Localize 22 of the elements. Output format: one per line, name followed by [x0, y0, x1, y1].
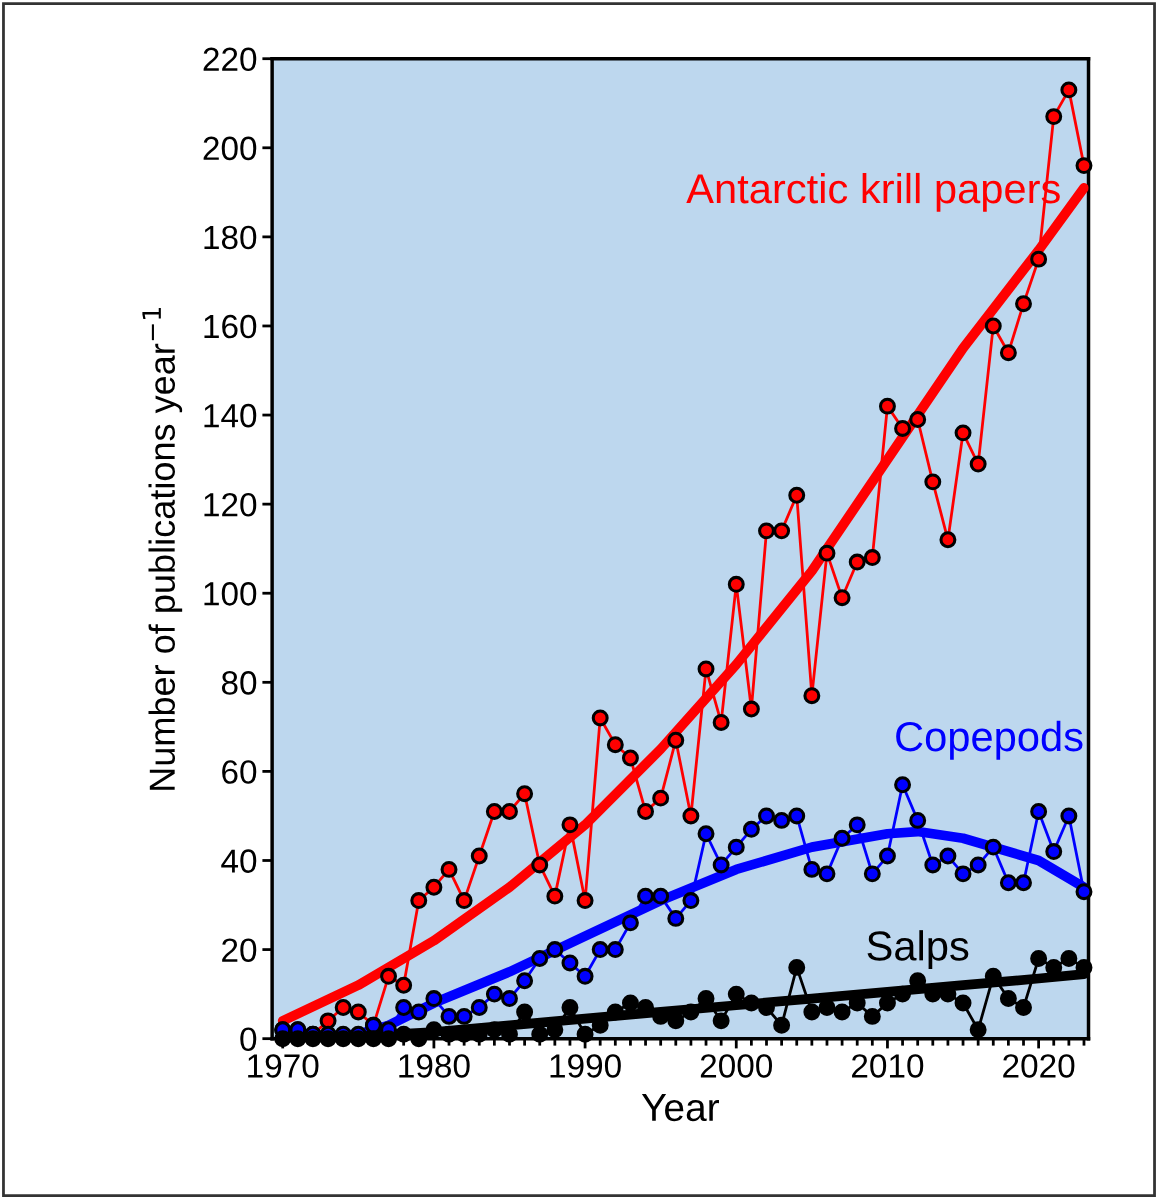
- x-tick-label: 2020: [1003, 1054, 1075, 1078]
- y-tick-label: 180: [204, 225, 257, 250]
- y-tick-label: 40: [221, 849, 257, 873]
- y-tick-label: 20: [222, 938, 257, 962]
- x-tick-label: 2000: [700, 1054, 773, 1078]
- x-tick-label: 1980: [399, 1054, 470, 1078]
- y-tick-label: 200: [203, 136, 257, 161]
- y-tick-label: 80: [221, 671, 257, 695]
- y-tick-label: 220: [203, 47, 257, 72]
- x-tick-label: 1990: [550, 1054, 621, 1078]
- y-tick-label: 60: [222, 760, 257, 784]
- y-tick-label: 140: [204, 403, 257, 428]
- y-tick-label: 160: [204, 314, 257, 339]
- y-tick-label: 100: [204, 582, 257, 606]
- x-axis-title: Year: [641, 1094, 719, 1122]
- x-tick-label: 1970: [248, 1054, 319, 1078]
- series-label: Copepods: [896, 720, 1083, 760]
- y-tick-label: 0: [240, 1027, 257, 1052]
- series-label: Salps: [867, 930, 969, 969]
- y-tick-label: 120: [204, 492, 257, 517]
- y-axis-title: Number of publications year$^{−1}$: [142, 307, 183, 790]
- x-tick-label: 2010: [852, 1054, 924, 1078]
